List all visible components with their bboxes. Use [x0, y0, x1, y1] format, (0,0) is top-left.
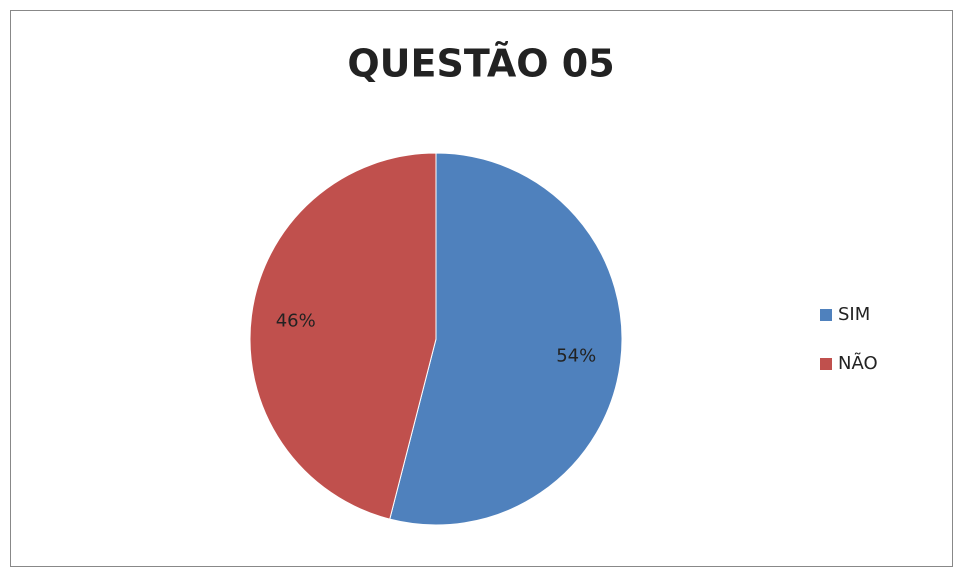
data-label: 54% [556, 346, 596, 367]
pie-slice [249, 152, 437, 520]
legend-swatch [820, 358, 832, 370]
legend-swatch [820, 309, 832, 321]
chart-title: QUESTÃO 05 [347, 42, 614, 86]
pie-slice [389, 152, 623, 526]
legend-label: NÃO [838, 352, 878, 374]
legend-label: SIM [838, 304, 870, 325]
data-label: 46% [276, 310, 316, 331]
